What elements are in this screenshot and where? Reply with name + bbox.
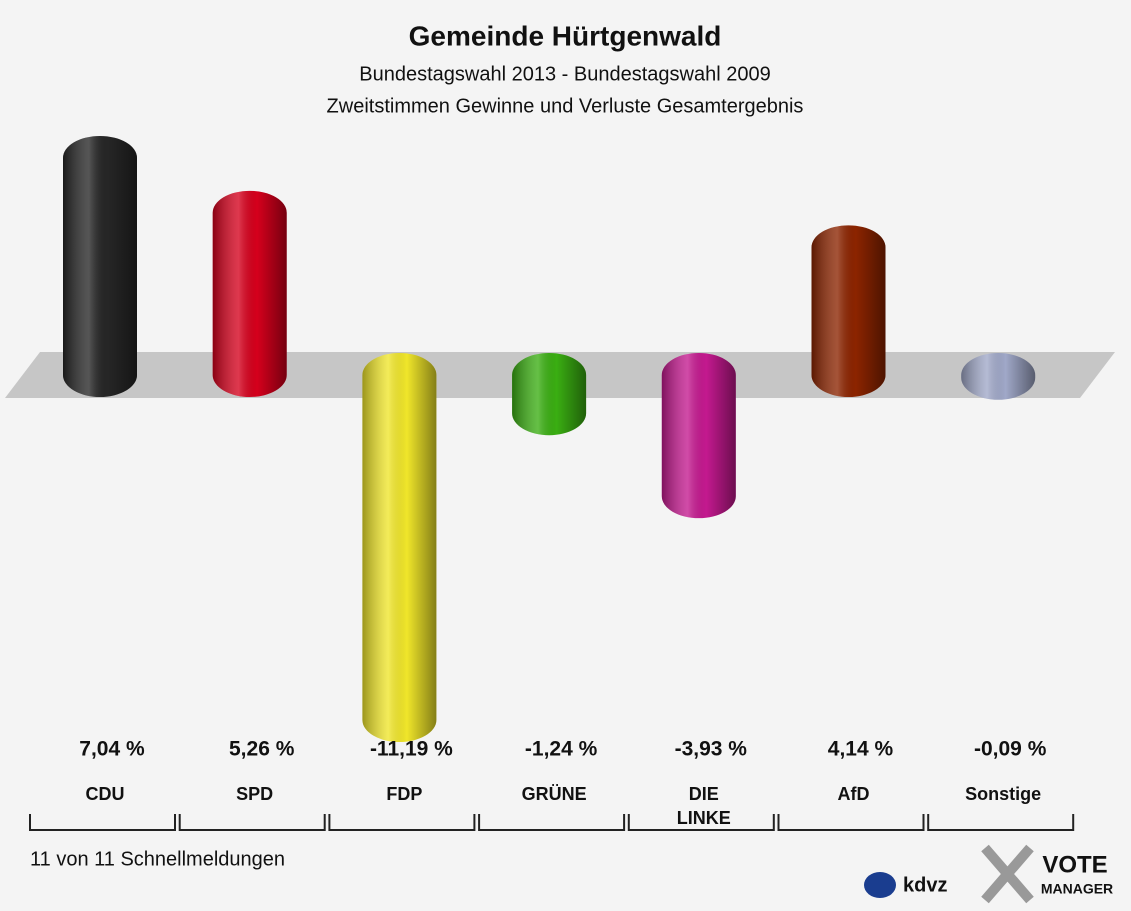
category-label: CDU [85, 784, 125, 804]
category-bracket [927, 814, 1075, 831]
category-bracket [627, 814, 775, 831]
category-bracket [328, 814, 476, 831]
footer: 11 von 11 Schnellmeldungen [30, 848, 285, 870]
chart-subtitle: Bundestagswahl 2013 - Bundestagswahl 200… [359, 63, 770, 85]
bar-shading [63, 135, 137, 397]
value-label: 7,04 % [79, 738, 145, 761]
value-label: -1,24 % [525, 738, 598, 761]
bar-shading [512, 353, 587, 436]
category-label: AfD [837, 784, 870, 804]
bar-shading [212, 190, 287, 397]
category-bracket [478, 814, 626, 831]
chart-subtitle: Zweitstimmen Gewinne und Verluste Gesamt… [327, 95, 804, 117]
category-bracket [29, 814, 176, 831]
bar-shading [661, 353, 736, 519]
logo-cross [981, 844, 1034, 904]
value-label: 4,14 % [828, 738, 894, 761]
value-label: 5,26 % [229, 738, 295, 761]
category-label: DIE LINKE [676, 784, 731, 828]
category-bracket [178, 814, 326, 831]
category-bracket [777, 814, 925, 831]
bar-shading [811, 225, 886, 398]
value-label: -3,93 % [675, 738, 748, 761]
category-label: FDP [386, 784, 423, 804]
logo-vote: VOTE [1042, 851, 1107, 878]
logo-icon [864, 872, 896, 898]
category-label: Sonstige [965, 784, 1042, 804]
logo-manager: MANAGER [1041, 881, 1113, 897]
value-label: -0,09 % [974, 738, 1047, 761]
logo-kdvz: kdvz [903, 874, 947, 896]
value-label: -11,19 % [370, 738, 453, 761]
bar-shading [961, 353, 1036, 400]
category-label: SPD [236, 784, 274, 804]
bar-shading [362, 353, 437, 742]
chart-title: Gemeinde Hürtgenwald [409, 20, 722, 51]
category-label: GRÜNE [521, 784, 587, 804]
